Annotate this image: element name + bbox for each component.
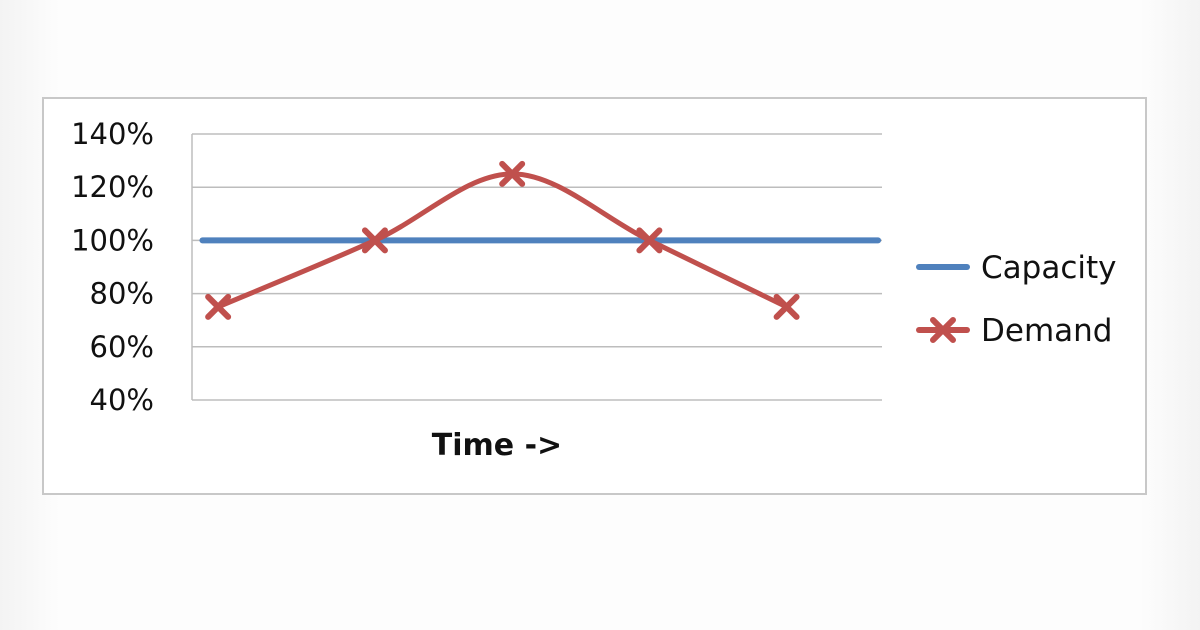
legend-label: Demand — [981, 313, 1112, 349]
gridlines — [191, 133, 882, 401]
demand-point — [205, 293, 232, 320]
series-markers — [205, 160, 800, 320]
legend-item-demand: Demand — [916, 313, 1112, 349]
line-chart: 140% 120% 100% 80% 60% 40% Time -> Capacity De… — [71, 117, 1116, 463]
demand-point — [361, 227, 388, 254]
y-tick-label: 60% — [90, 330, 154, 364]
y-axis-ticks: 140% 120% 100% 80% 60% 40% — [71, 117, 154, 417]
legend-marker — [930, 317, 956, 343]
legend-label: Capacity — [981, 250, 1116, 286]
y-tick-label: 40% — [90, 383, 154, 417]
x-axis-title: Time -> — [432, 428, 562, 463]
chart-frame: 140% 120% 100% 80% 60% 40% Time -> Capacity De… — [42, 97, 1147, 495]
y-tick-label: 140% — [71, 117, 154, 151]
demand-point — [773, 293, 800, 320]
y-tick-label: 100% — [71, 223, 154, 257]
series-lines — [199, 171, 882, 310]
legend: Capacity Demand — [916, 250, 1116, 349]
demand-point — [636, 227, 663, 254]
y-tick-label: 80% — [90, 277, 154, 311]
y-tick-label: 120% — [71, 170, 154, 204]
demand-point — [499, 160, 526, 187]
legend-item-capacity: Capacity — [916, 250, 1116, 286]
